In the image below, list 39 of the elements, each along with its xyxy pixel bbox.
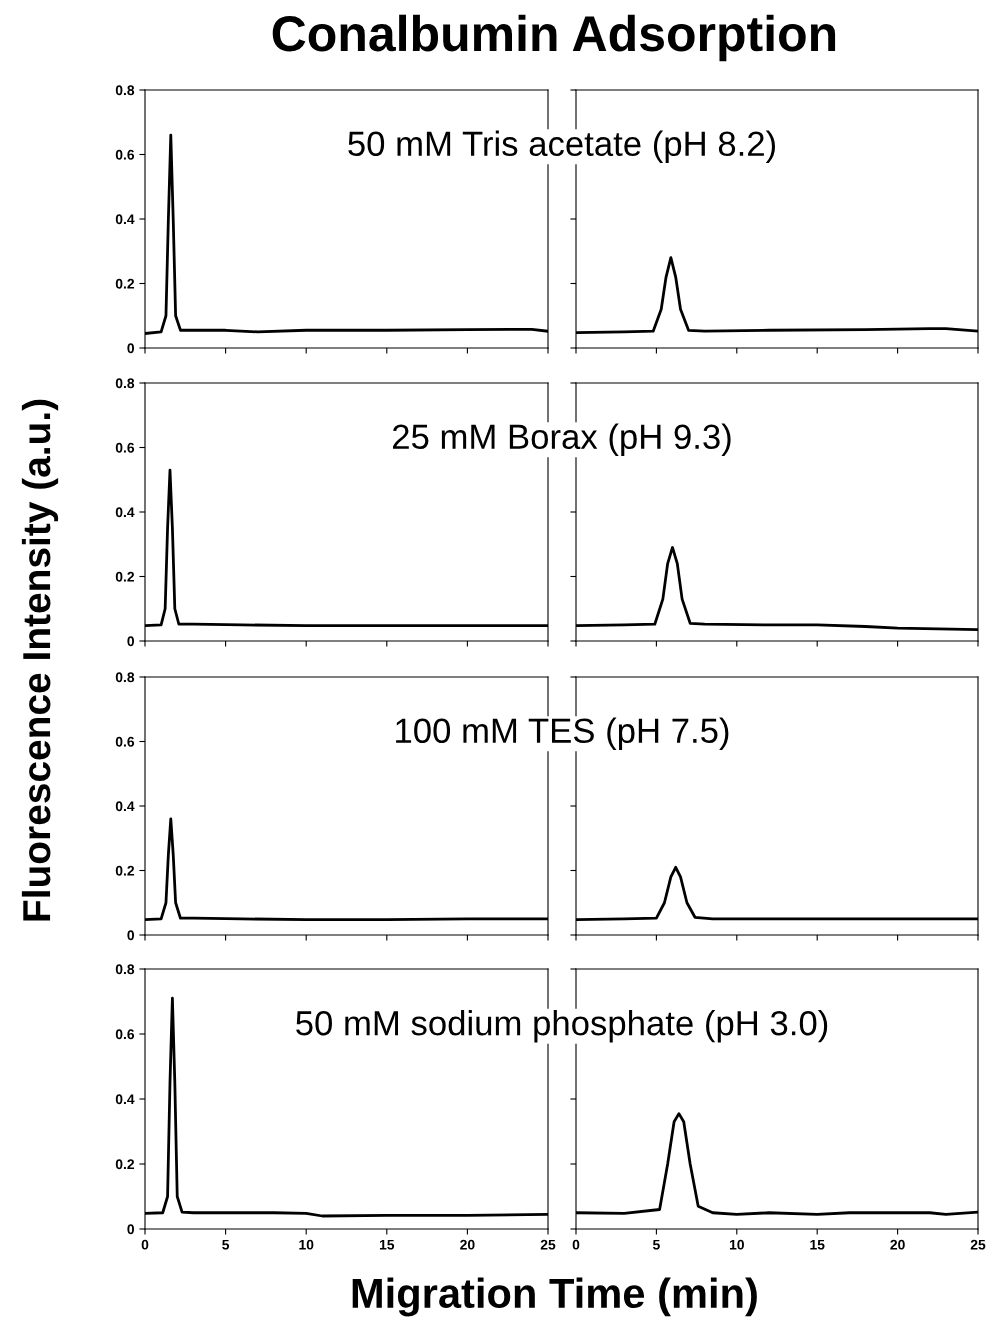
- annotation: 50 mM Tris acetate (pH 8.2): [348, 130, 776, 163]
- x-tick-label: 5: [652, 1239, 660, 1250]
- y-tick-label: 0.2: [115, 571, 135, 582]
- annotation: 25 mM Borax (pH 9.3): [392, 423, 731, 456]
- y-tick-label: 0.4: [115, 801, 135, 812]
- y-tick-label: 0.6: [115, 736, 135, 747]
- y-tick-label: 0.4: [115, 507, 135, 518]
- x-tick-label: 10: [729, 1239, 744, 1250]
- x-tick-label: 20: [890, 1239, 905, 1250]
- x-axis-title: Migration Time (min): [352, 1277, 757, 1317]
- x-tick-label: 25: [970, 1239, 986, 1250]
- y-tick-label: 0.8: [115, 85, 135, 96]
- x-tick-label: 15: [379, 1239, 395, 1250]
- x-tick-label: 10: [299, 1239, 314, 1250]
- x-tick-label: 0: [572, 1239, 580, 1250]
- x-tick-label: 15: [810, 1239, 825, 1250]
- y-tick-label: 0.8: [115, 378, 135, 389]
- y-tick-label: 0.6: [115, 1029, 135, 1040]
- y-tick-label: 0.8: [115, 964, 135, 975]
- y-tick-label: 0.6: [115, 149, 135, 160]
- y-tick-label: 0: [127, 1224, 135, 1235]
- y-tick-label: 0.8: [115, 672, 135, 683]
- x-tick-label: 25: [540, 1239, 556, 1250]
- y-tick-label: 0.2: [115, 278, 135, 289]
- x-tick-label: 0: [141, 1239, 149, 1250]
- y-tick-label: 0.4: [115, 214, 135, 225]
- chart-title: Conalbumin Adsorption: [272, 14, 836, 62]
- x-tick-label: 20: [460, 1239, 475, 1250]
- annotation: 100 mM TES (pH 7.5): [396, 717, 729, 750]
- y-tick-label: 0: [127, 343, 135, 354]
- y-tick-label: 0: [127, 930, 135, 941]
- x-tick-label: 5: [222, 1239, 230, 1250]
- y-tick-label: 0.2: [115, 865, 135, 876]
- annotation: 50 mM sodium phosphate (pH 3.0): [296, 1010, 828, 1043]
- y-tick-label: 0: [127, 636, 135, 647]
- y-tick-label: 0.2: [115, 1159, 135, 1170]
- y-tick-label: 0.4: [115, 1094, 135, 1105]
- y-axis-title: Fluorescence Intensity (a.u.): [21, 399, 59, 921]
- y-tick-label: 0.6: [115, 442, 135, 453]
